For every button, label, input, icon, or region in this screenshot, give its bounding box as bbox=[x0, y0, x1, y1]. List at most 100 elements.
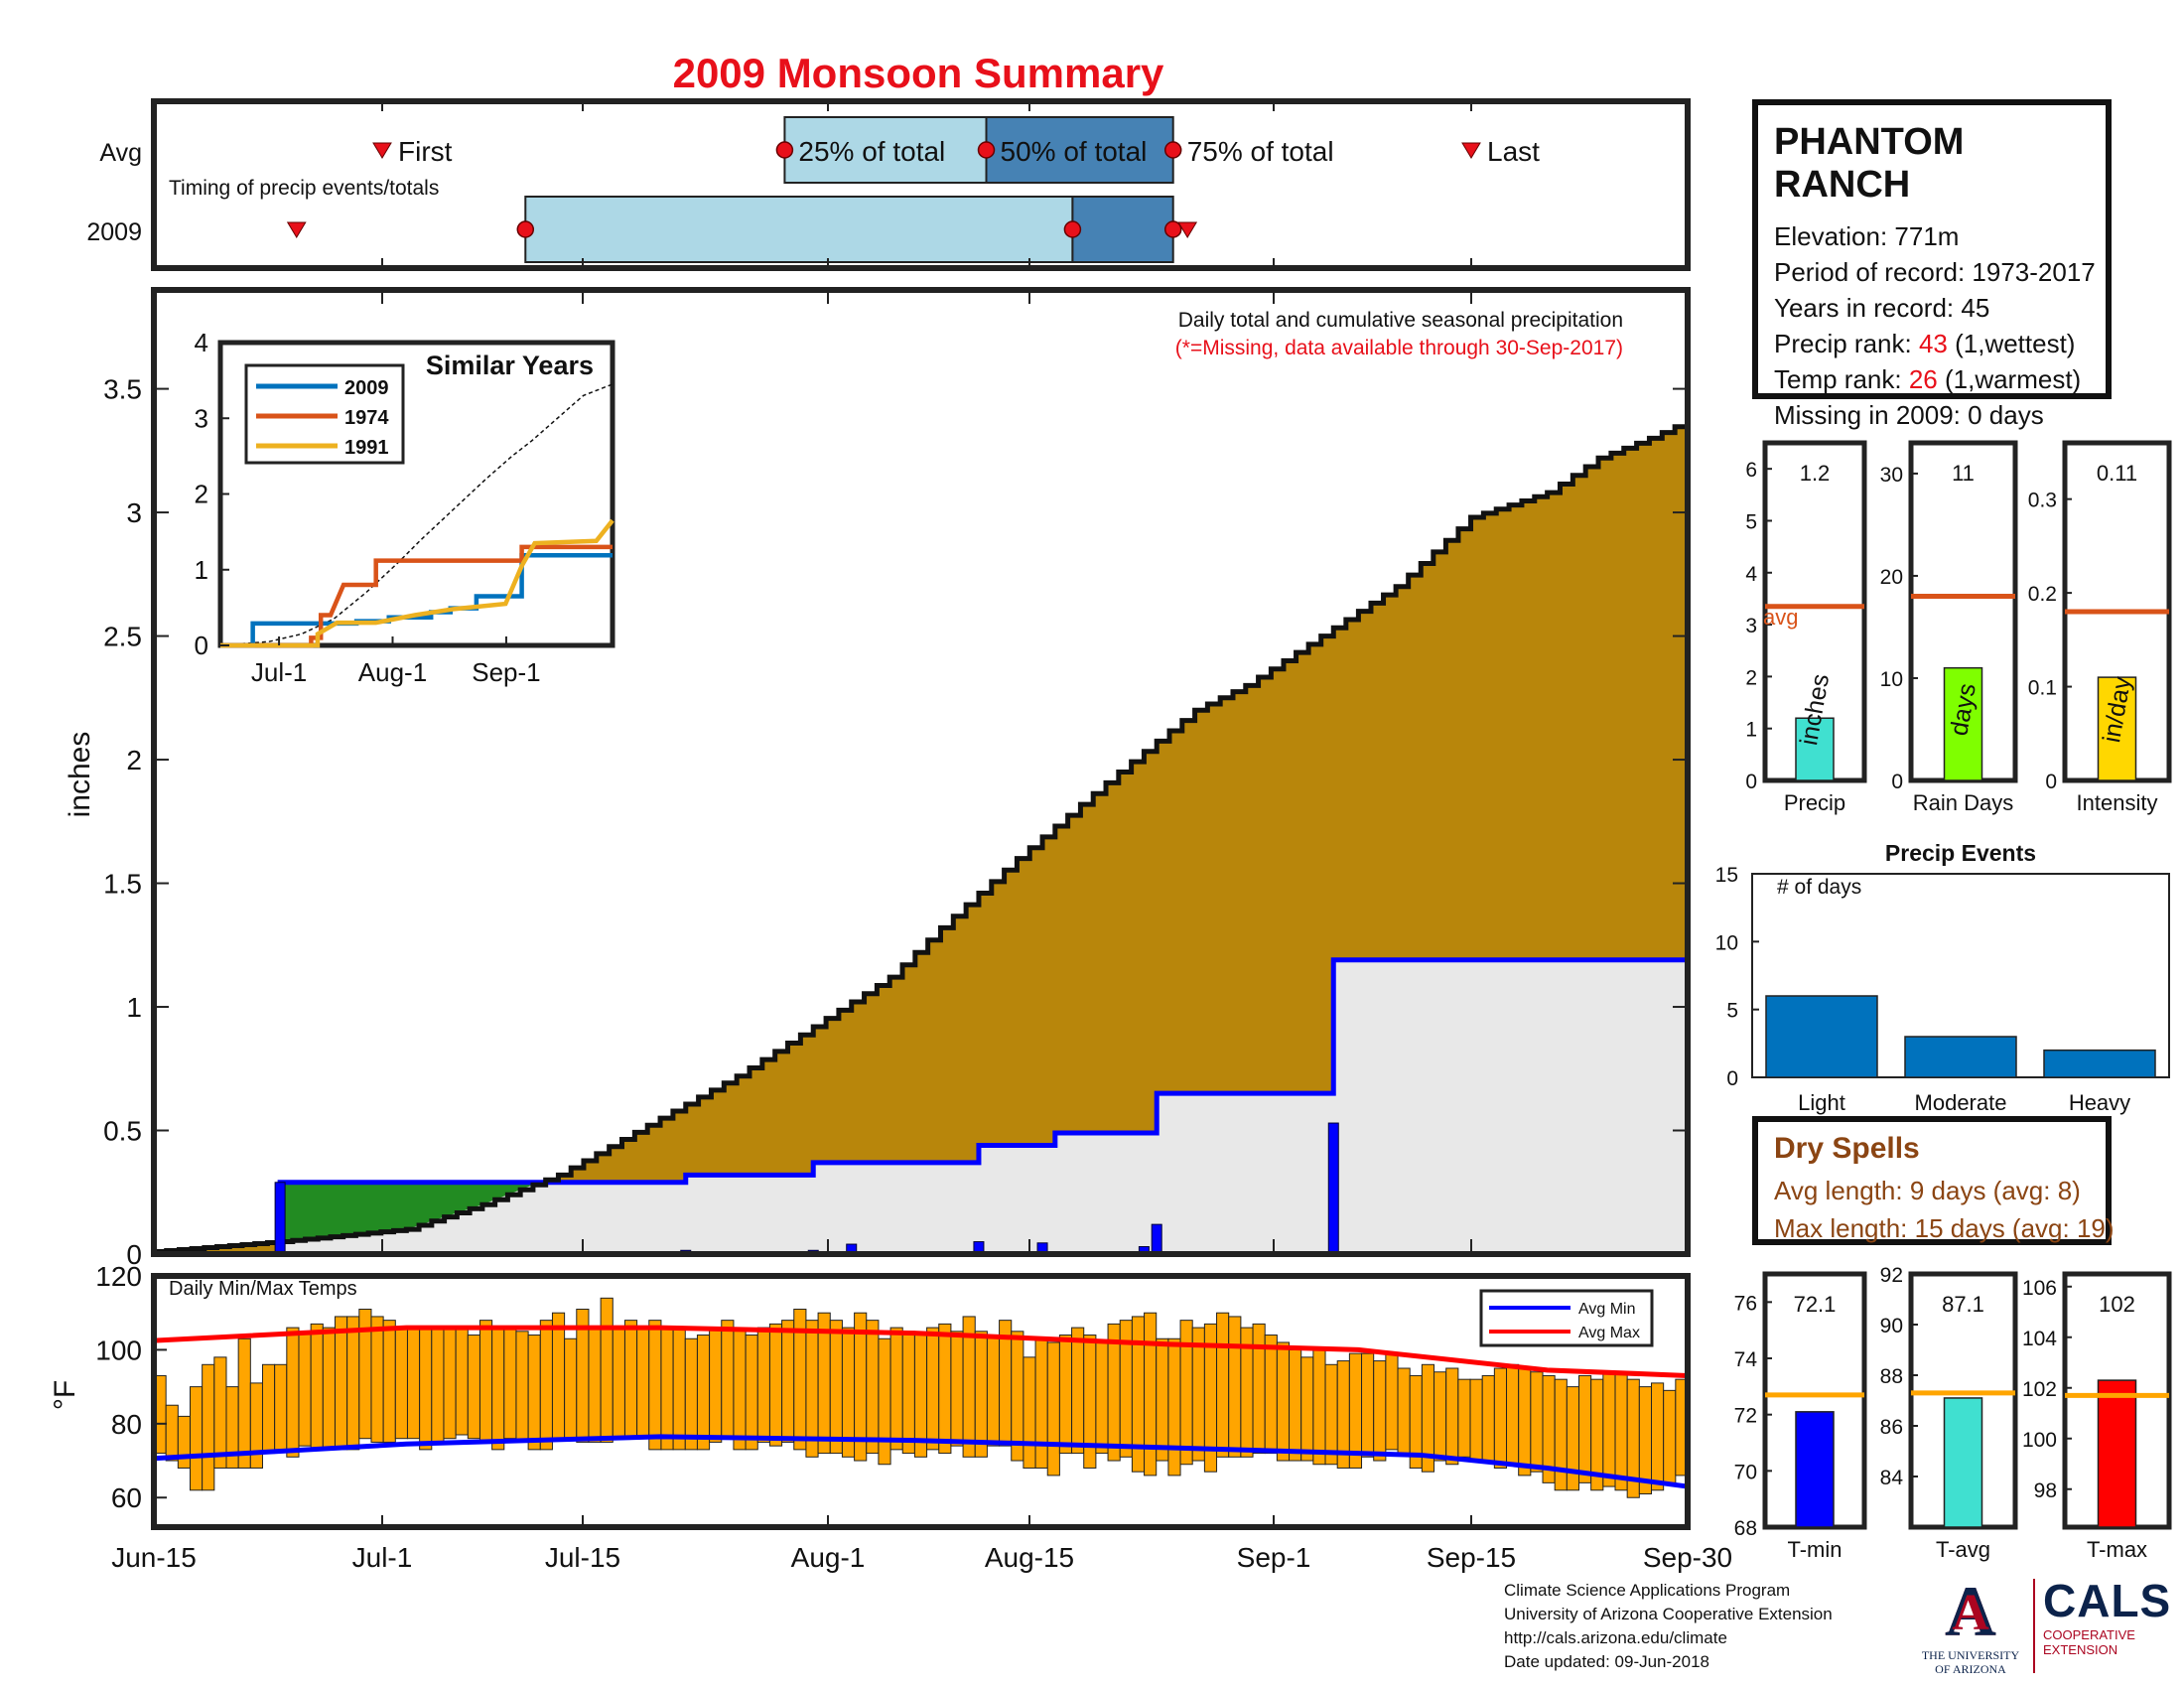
temp-range-bar bbox=[974, 1331, 988, 1458]
mini-y-tick-label: 2 bbox=[1745, 666, 1757, 689]
temps-legend bbox=[1479, 1289, 1654, 1347]
timing-row-label: 2009 bbox=[86, 218, 142, 246]
inset-y-tick-label: 2 bbox=[195, 480, 208, 509]
temp-range-bar bbox=[1216, 1312, 1230, 1458]
mini-value-bar bbox=[1943, 666, 1983, 781]
events-note: # of days bbox=[1777, 876, 1861, 899]
timing-panel: Avg 2009 Timing of precip events/totals Fir… bbox=[86, 98, 1691, 271]
mini-y-tick-label: 98 bbox=[2034, 1479, 2057, 1502]
temp-range-bar bbox=[745, 1335, 758, 1451]
temp-range-bar bbox=[1506, 1363, 1520, 1466]
temp-range-bar bbox=[588, 1327, 602, 1443]
inset-y-tick-label: 3 bbox=[195, 403, 208, 433]
temp-range-bar bbox=[564, 1337, 578, 1440]
university-of-arizona-logo[interactable]: A A THE UNIVERSITY OF ARIZONA bbox=[1921, 1576, 2020, 1688]
temp-range-bar bbox=[648, 1320, 662, 1451]
temp-range-bar bbox=[334, 1316, 348, 1451]
precip-frame bbox=[151, 287, 1691, 1257]
temp-range-bar bbox=[382, 1320, 396, 1443]
temp-range-bar bbox=[878, 1337, 891, 1466]
inset-y-tick-label: 4 bbox=[195, 328, 208, 357]
inset-x-tick-label: Jul-1 bbox=[251, 657, 307, 687]
temp-range-bar bbox=[1034, 1337, 1048, 1469]
temp-range-bar bbox=[1397, 1367, 1411, 1455]
timing-marker-triangle bbox=[372, 142, 392, 159]
avg-max-line bbox=[153, 1325, 1689, 1378]
temp-range-bar bbox=[600, 1297, 614, 1443]
mini-y-tick-label: 88 bbox=[1880, 1365, 1903, 1388]
temp-range-bar bbox=[623, 1320, 638, 1440]
y-tick-label: 3.5 bbox=[103, 374, 142, 405]
y-tick-label: 3 bbox=[126, 497, 142, 528]
y-tick-label: 2.5 bbox=[103, 622, 142, 652]
cals-logo[interactable]: CALS COOPERATIVE EXTENSION bbox=[2043, 1574, 2172, 1683]
mini-y-tick-label: 102 bbox=[2022, 1378, 2057, 1401]
temp-range-bar bbox=[926, 1327, 940, 1451]
temp-range-bar bbox=[455, 1327, 469, 1436]
events-category-label: Moderate bbox=[1915, 1090, 2007, 1115]
mini-y-tick-label: 0.3 bbox=[2028, 490, 2057, 512]
mini-value-bar bbox=[1943, 1397, 1983, 1528]
block-a-inner-icon: A bbox=[1952, 1585, 1989, 1641]
events-category-label: Heavy bbox=[2069, 1090, 2130, 1115]
inset-x-tick-label: Sep-1 bbox=[472, 657, 540, 687]
inset-avg-line bbox=[219, 383, 614, 646]
temp-range-bar bbox=[612, 1327, 625, 1440]
dry-spells-max: Max length: 15 days (avg: 19) bbox=[1774, 1213, 2115, 1243]
inset-x-tick-label: Aug-1 bbox=[358, 657, 427, 687]
mini-value-text: 72.1 bbox=[1794, 1292, 1837, 1317]
temp-range-bar bbox=[1289, 1348, 1302, 1462]
mini-y-tick-label: 4 bbox=[1745, 563, 1757, 586]
temp-range-bar bbox=[1264, 1335, 1278, 1455]
temp-range-bar bbox=[1493, 1367, 1508, 1469]
temp-range-bar bbox=[1228, 1316, 1242, 1458]
y-tick-label: 0.5 bbox=[103, 1116, 142, 1147]
timing-first-label: First bbox=[398, 136, 453, 167]
x-tick-label: Jul-1 bbox=[352, 1542, 413, 1573]
mini-y-tick-label: 90 bbox=[1880, 1315, 1903, 1337]
temp-range-bar bbox=[756, 1327, 770, 1443]
x-tick-label: Aug-1 bbox=[791, 1542, 866, 1573]
timing-marker-dot bbox=[977, 141, 996, 159]
temp-range-bar bbox=[503, 1327, 517, 1440]
timing-last-label: Last bbox=[1487, 136, 1540, 167]
station-elevation: Elevation: 771m bbox=[1774, 221, 1960, 251]
inset-y-tick-label: 1 bbox=[195, 555, 208, 585]
temp-range-bar bbox=[1602, 1371, 1616, 1487]
temp-range-bar bbox=[1614, 1371, 1628, 1491]
y-tick-label: 1.5 bbox=[103, 869, 142, 900]
inset-series-line bbox=[220, 544, 613, 648]
temp-range-bar bbox=[491, 1327, 505, 1451]
temp-range-bar bbox=[202, 1363, 215, 1491]
precip-header: Daily total and cumulative seasonal prec… bbox=[1178, 309, 1623, 332]
station-period: Period of record: 1973-2017 bbox=[1774, 257, 2096, 287]
mini-y-tick-label: 74 bbox=[1734, 1348, 1758, 1371]
temps-y-axis-label: °F bbox=[49, 1380, 81, 1410]
mini-axis-label: Intensity bbox=[2077, 790, 2158, 815]
timing-bar-50-75 bbox=[1071, 196, 1174, 263]
temp-range-bar bbox=[261, 1363, 276, 1455]
temp-rank: Temp rank: 26 (1,warmest) bbox=[1774, 361, 2090, 397]
cum-2009-line bbox=[154, 957, 1688, 1257]
timing-marker-dot bbox=[1163, 220, 1182, 238]
station-name: PHANTOM RANCH bbox=[1774, 121, 1965, 206]
inset-series-line bbox=[220, 518, 614, 648]
dry-spells-avg: Avg length: 9 days (avg: 8) bbox=[1774, 1176, 2081, 1205]
precip-panel: 0 0.5 1 1.5 2 2.5 3 3.5 inches Daily total and cu… bbox=[64, 287, 1732, 1573]
inset-legend-label: 2009 bbox=[344, 377, 389, 399]
footer-link[interactable]: http://cals.arizona.edu/climate bbox=[1504, 1628, 1727, 1647]
timing-caption: Timing of precip events/totals bbox=[169, 177, 439, 200]
mini-value-bar bbox=[1795, 717, 1835, 781]
mini-axis-label: Rain Days bbox=[1913, 790, 2013, 815]
missing-days: Missing in 2009: 0 days bbox=[1774, 400, 2044, 430]
temp-range-bar bbox=[1433, 1371, 1447, 1462]
temp-range-bar bbox=[431, 1327, 445, 1443]
mini-value-bar bbox=[2097, 1379, 2137, 1528]
x-tick-label: Sep-15 bbox=[1427, 1542, 1516, 1573]
mini-y-tick-label: 70 bbox=[1734, 1461, 1757, 1483]
temp-range-bar bbox=[213, 1356, 227, 1469]
temp-range-bar bbox=[889, 1327, 903, 1451]
mini-y-tick-label: 72 bbox=[1734, 1405, 1757, 1428]
temp-range-bar bbox=[1578, 1374, 1592, 1483]
